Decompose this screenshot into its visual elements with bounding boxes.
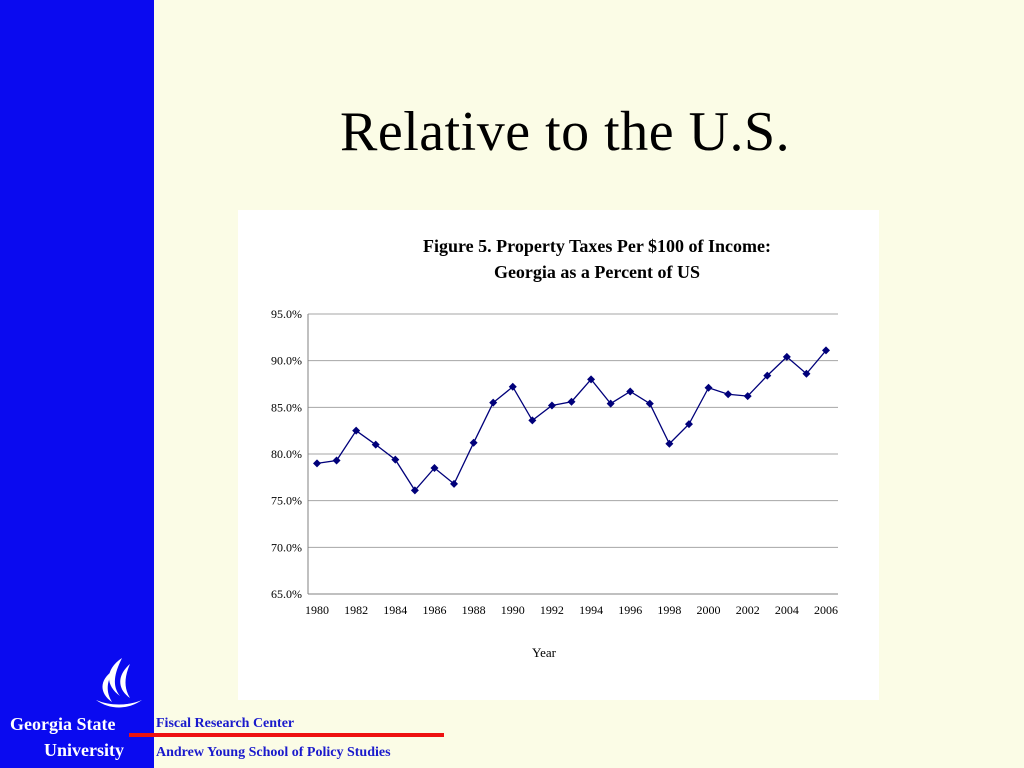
y-tick-label: 80.0%	[271, 447, 302, 461]
y-tick-label: 95.0%	[271, 307, 302, 321]
y-tick-label: 70.0%	[271, 540, 302, 554]
data-point	[313, 459, 321, 468]
x-tick-label: 2006	[814, 603, 838, 617]
data-point	[410, 486, 419, 495]
data-point	[450, 479, 459, 488]
footer-center-name: Fiscal Research Center	[156, 716, 295, 731]
x-tick-label: 1994	[579, 603, 603, 617]
x-tick-label: 1982	[344, 603, 368, 617]
x-tick-label: 1992	[540, 603, 564, 617]
y-tick-label: 65.0%	[271, 587, 302, 601]
footer-divider	[129, 733, 444, 737]
university-name-line1: Georgia State	[10, 714, 116, 734]
data-point	[684, 420, 693, 429]
chart-title-line2: Georgia as a Percent of US	[494, 262, 700, 282]
chart-panel: Figure 5. Property Taxes Per $100 of Inc…	[238, 210, 879, 700]
data-point	[782, 352, 791, 361]
data-point	[371, 440, 380, 449]
x-tick-label: 2002	[736, 603, 760, 617]
y-tick-label: 75.0%	[271, 494, 302, 508]
data-point	[508, 382, 517, 391]
data-point	[743, 392, 752, 401]
data-point	[332, 456, 341, 465]
x-tick-label: 1980	[305, 603, 329, 617]
gridlines	[308, 313, 838, 548]
data-point	[430, 464, 439, 472]
x-tick-label: 1996	[618, 603, 642, 617]
x-tick-label: 2000	[697, 603, 721, 617]
data-point	[547, 401, 556, 410]
x-tick-label: 1998	[657, 603, 681, 617]
data-point	[645, 399, 654, 408]
data-point	[704, 383, 713, 392]
data-point	[391, 455, 400, 464]
x-tick-label: 1988	[462, 603, 486, 617]
y-tick-label: 90.0%	[271, 354, 302, 368]
data-point	[606, 399, 615, 408]
data-point	[352, 426, 361, 435]
sidebar-band: Georgia State University	[0, 0, 154, 768]
data-point	[587, 375, 596, 384]
data-point	[724, 390, 733, 399]
x-tick-label: 1986	[422, 603, 446, 617]
x-tick-label: 1990	[501, 603, 525, 617]
x-axis-label: Year	[532, 645, 557, 660]
series-gaprop	[313, 346, 830, 495]
y-tick-labels: 65.0% 70.0% 75.0% 80.0% 85.0% 90.0% 95.0%	[271, 307, 302, 601]
data-point	[626, 387, 635, 396]
university-name-line2: University	[44, 740, 124, 760]
data-point	[802, 369, 811, 378]
data-point	[822, 346, 830, 355]
y-tick-label: 85.0%	[271, 400, 302, 414]
axes	[307, 314, 838, 595]
footer-school-name: Andrew Young School of Policy Studies	[156, 745, 391, 760]
chart-title-line1: Figure 5. Property Taxes Per $100 of Inc…	[423, 236, 771, 256]
data-point	[763, 371, 772, 380]
x-tick-labels: 1980 1982 1984 1986 1988 1990 1992 1994 1996 1998…	[305, 603, 838, 617]
x-tick-label: 2004	[775, 603, 799, 617]
data-point	[567, 397, 576, 406]
data-point	[528, 416, 537, 425]
slide-title: Relative to the U.S.	[340, 101, 791, 163]
data-point	[489, 398, 498, 407]
series-line	[316, 349, 827, 492]
flame-logo-icon	[96, 658, 142, 708]
line-chart: Figure 5. Property Taxes Per $100 of Inc…	[271, 236, 838, 660]
data-point	[469, 438, 478, 447]
data-point	[665, 439, 674, 448]
x-tick-label: 1984	[383, 603, 407, 617]
